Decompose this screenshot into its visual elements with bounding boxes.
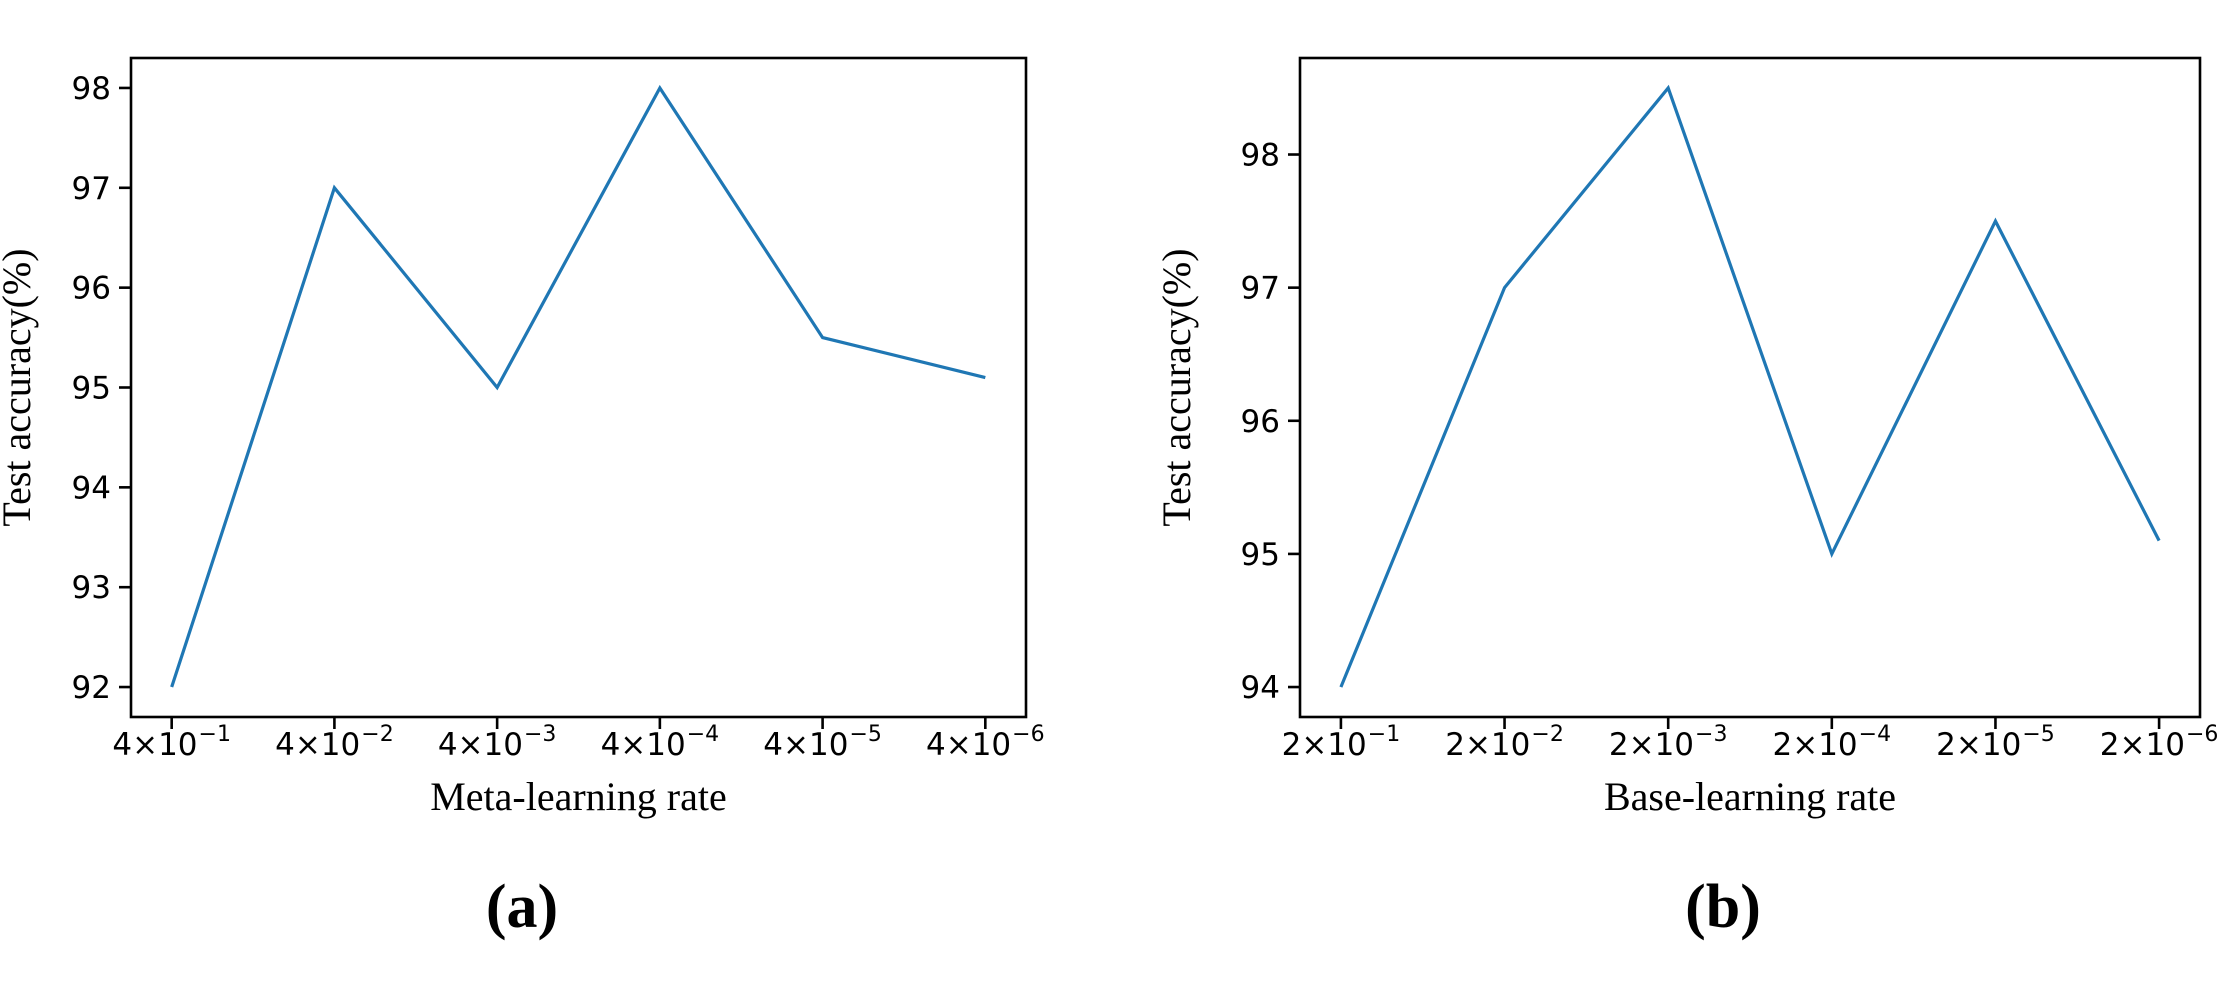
y-tick-label: 95 <box>1241 537 1280 573</box>
data-line <box>170 84 986 688</box>
y-tick-label: 94 <box>72 470 111 506</box>
plot-frame <box>129 56 1028 719</box>
x-axis-label: Meta-learning rate <box>430 774 727 819</box>
y-axis-label: Test accuracy(%) <box>1154 248 1199 526</box>
y-axis-label: Test accuracy(%) <box>0 248 39 526</box>
chart-a: 92 93 94 95 96 97 98 4×10−1 4×10−2 4×10−3 4×10−4 4×… <box>0 56 1045 819</box>
x-tick-label: 2×10−4 <box>1773 722 1892 763</box>
x-tick-label: 4×10−2 <box>275 722 394 763</box>
y-tick-label: 95 <box>72 371 111 407</box>
y-tick-label: 98 <box>1241 138 1280 174</box>
x-tick-label: 4×10−5 <box>763 722 882 763</box>
x-tick-label: 4×10−3 <box>438 722 557 763</box>
y-tick-label: 96 <box>72 271 111 307</box>
y-tick-label: 93 <box>72 570 111 606</box>
y-tick-label: 98 <box>72 71 111 107</box>
caption-b: (b) <box>1685 873 1761 941</box>
y-tick-label: 97 <box>72 171 111 207</box>
x-axis-label: Base-learning rate <box>1604 774 1896 819</box>
y-tick-label: 92 <box>72 670 111 706</box>
x-tick-label: 2×10−2 <box>1445 722 1564 763</box>
x-tick-label: 2×10−6 <box>2100 722 2219 763</box>
data-line <box>1339 84 2161 688</box>
plot-frame <box>1298 56 2202 719</box>
y-tick-label: 96 <box>1241 404 1280 440</box>
caption-a: (a) <box>485 873 559 941</box>
y-tick-label: 97 <box>1241 271 1280 307</box>
x-tick-label: 2×10−3 <box>1609 722 1728 763</box>
x-tick-label: 4×10−4 <box>601 722 720 763</box>
chart-b: 94 95 96 97 98 2×10−1 2×10−2 2×10−3 2×10−4 2×10−5… <box>1154 56 2219 819</box>
x-tick-label: 4×10−1 <box>112 722 231 763</box>
x-tick-label: 2×10−1 <box>1282 722 1401 763</box>
y-tick-label: 94 <box>1241 670 1280 706</box>
x-tick-label: 4×10−6 <box>926 722 1045 763</box>
x-tick-label: 2×10−5 <box>1936 722 2055 763</box>
